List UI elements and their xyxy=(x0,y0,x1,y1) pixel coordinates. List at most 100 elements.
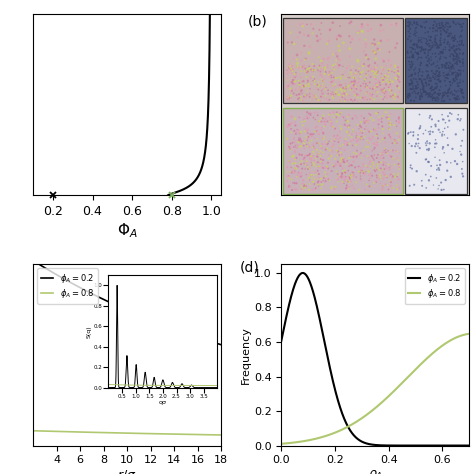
Point xyxy=(297,173,305,180)
Point xyxy=(330,132,337,140)
Point xyxy=(311,128,319,136)
Point xyxy=(333,147,341,155)
Point xyxy=(358,112,365,119)
Point xyxy=(444,40,451,48)
Point xyxy=(435,71,443,79)
Point xyxy=(351,164,359,171)
Point xyxy=(451,47,458,55)
Point xyxy=(284,173,292,180)
Point xyxy=(334,170,341,178)
$\phi_A = 0.8$ xyxy=(30,428,36,434)
Point xyxy=(385,56,392,64)
Point xyxy=(309,66,317,74)
Point xyxy=(454,92,461,100)
Point xyxy=(344,157,351,164)
Point xyxy=(456,148,464,155)
Point xyxy=(336,152,343,159)
Point xyxy=(326,114,333,121)
Point xyxy=(460,41,467,49)
Point xyxy=(451,94,458,102)
Point xyxy=(392,129,400,137)
Point xyxy=(292,130,300,137)
Point xyxy=(361,125,369,133)
Point xyxy=(415,51,422,58)
Point xyxy=(335,111,343,119)
Point xyxy=(302,55,310,63)
Point xyxy=(394,170,402,178)
Point xyxy=(447,173,455,181)
Point xyxy=(381,134,388,142)
Point xyxy=(414,131,422,139)
Point xyxy=(285,174,293,182)
Point xyxy=(439,116,447,123)
Point xyxy=(362,36,369,44)
Point xyxy=(393,148,401,155)
Point xyxy=(329,143,337,151)
Point xyxy=(457,41,465,49)
Point xyxy=(391,156,398,164)
Point xyxy=(340,180,348,187)
Point xyxy=(310,91,318,99)
Point xyxy=(326,146,334,154)
Point xyxy=(329,109,337,116)
Point xyxy=(334,152,341,159)
Point xyxy=(365,171,373,179)
Point xyxy=(315,86,322,93)
Point xyxy=(375,113,383,121)
Point xyxy=(330,64,338,72)
Point xyxy=(444,88,452,96)
Point xyxy=(428,116,436,123)
Point xyxy=(321,120,329,128)
Point xyxy=(391,95,399,102)
Point xyxy=(426,139,433,147)
Point xyxy=(386,118,394,126)
Point xyxy=(374,141,381,149)
Point xyxy=(315,118,323,125)
Point xyxy=(447,89,454,97)
Point xyxy=(334,175,342,182)
Point xyxy=(291,127,298,135)
Point xyxy=(459,92,467,100)
Point xyxy=(429,24,437,32)
Point xyxy=(339,165,346,173)
Point xyxy=(346,62,353,70)
Point xyxy=(289,86,296,93)
Point xyxy=(421,49,428,56)
Point xyxy=(405,80,413,88)
Point xyxy=(360,93,368,100)
Point xyxy=(439,46,447,53)
Point xyxy=(425,72,433,80)
Point xyxy=(449,145,456,153)
Point xyxy=(452,20,460,28)
Point xyxy=(448,50,456,58)
Point xyxy=(370,161,377,169)
Point xyxy=(419,182,426,190)
Point xyxy=(384,182,392,189)
Point xyxy=(438,19,446,27)
Point xyxy=(344,178,352,185)
Point xyxy=(433,40,440,48)
Point xyxy=(407,38,414,46)
Point xyxy=(360,47,368,55)
Point xyxy=(428,56,435,64)
Point xyxy=(376,138,383,146)
Point xyxy=(436,19,443,27)
Point xyxy=(387,62,394,70)
Point xyxy=(372,75,379,82)
Point xyxy=(427,84,435,92)
Point xyxy=(304,175,312,183)
Point xyxy=(391,69,398,76)
Point xyxy=(396,118,403,125)
Point xyxy=(384,65,392,73)
Point xyxy=(460,126,467,134)
Point xyxy=(292,159,299,167)
Point xyxy=(322,146,329,154)
Point xyxy=(425,145,433,153)
Point xyxy=(337,82,345,90)
Point xyxy=(334,131,341,139)
Point xyxy=(304,135,311,143)
Point xyxy=(291,143,299,151)
Point xyxy=(415,43,423,50)
Point xyxy=(298,169,305,176)
Point xyxy=(325,137,333,145)
